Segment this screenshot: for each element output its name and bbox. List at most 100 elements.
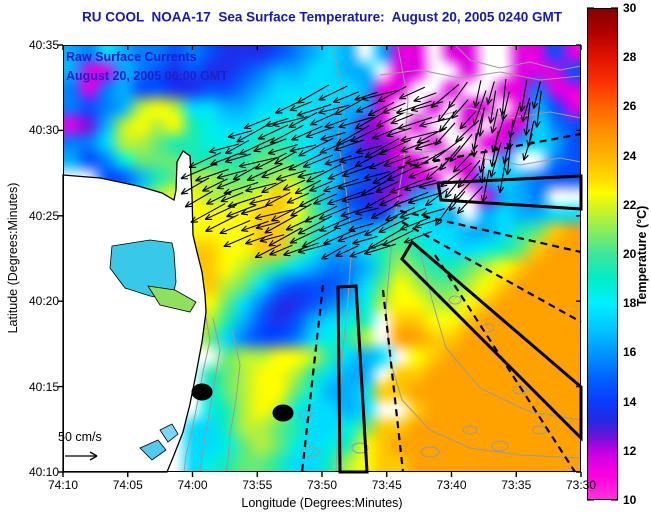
current-vector — [224, 153, 252, 163]
current-vector — [253, 138, 287, 152]
current-vector — [403, 230, 433, 244]
current-vector — [272, 116, 308, 126]
current-vector — [318, 206, 350, 220]
x-tick-label: 73:50 — [306, 478, 338, 492]
contour-line — [391, 107, 582, 119]
current-vector — [523, 133, 533, 161]
contour-line — [199, 317, 221, 473]
current-vector — [396, 100, 432, 114]
contour-line — [419, 249, 582, 421]
current-vector — [333, 217, 363, 229]
current-vector — [487, 81, 495, 105]
chart-title: RU COOL NOAA-17 Sea Surface Temperature:… — [82, 9, 562, 25]
current-vector — [473, 90, 487, 126]
annotation-currents-line2: August 20, 2005 06:00 GMT — [66, 69, 228, 83]
current-vector — [352, 235, 378, 245]
station-dot — [272, 404, 294, 422]
current-vector — [223, 181, 259, 195]
current-vector — [188, 152, 222, 168]
current-vector — [455, 123, 475, 143]
current-vector — [264, 214, 298, 234]
current-vector — [210, 152, 240, 166]
current-vector — [245, 233, 273, 245]
current-vector — [195, 168, 229, 182]
bay-water-patch — [159, 423, 179, 443]
current-vector — [365, 193, 391, 209]
current-vector — [289, 100, 313, 112]
current-vector — [481, 159, 485, 183]
current-vector — [355, 144, 383, 154]
current-vector — [334, 100, 360, 116]
current-vector — [249, 195, 281, 205]
x-tick-label: 74:10 — [47, 478, 79, 492]
current-vector — [438, 109, 458, 133]
current-vector — [255, 221, 281, 229]
current-vector — [265, 191, 291, 207]
x-tick-label: 73:35 — [501, 478, 532, 492]
current-vector — [298, 192, 326, 208]
current-vector — [425, 187, 449, 207]
current-vector — [321, 244, 347, 260]
current-vector — [208, 143, 240, 153]
bathymetry-contours — [183, 44, 582, 473]
current-vector — [408, 165, 438, 179]
current-vector — [367, 101, 395, 117]
station-dot — [191, 383, 213, 401]
current-scale-label: 50 cm/s — [58, 430, 102, 444]
current-vector — [449, 134, 473, 162]
y-axis-label: Latitude (Degrees:Minutes) — [6, 182, 20, 334]
current-vector — [318, 104, 350, 114]
current-vector — [425, 161, 447, 181]
current-vector — [501, 79, 507, 115]
current-vector — [241, 220, 269, 232]
current-vector — [302, 154, 334, 168]
current-vector — [363, 170, 391, 180]
current-vector — [227, 130, 253, 138]
current-vector — [364, 216, 398, 236]
current-vector — [202, 178, 228, 192]
current-vector — [338, 116, 374, 128]
current-vector — [414, 149, 446, 169]
current-vector — [474, 80, 482, 108]
current-vector — [319, 138, 353, 154]
current-vector — [419, 117, 451, 127]
current-vector — [268, 227, 302, 247]
current-vector — [224, 139, 250, 155]
current-vector — [492, 119, 504, 153]
current-vector — [416, 126, 448, 144]
x-tick-label: 73:30 — [565, 478, 597, 492]
land-coastline — [62, 150, 207, 473]
current-vector — [309, 112, 337, 126]
current-vector — [223, 233, 255, 247]
current-vector — [354, 149, 388, 167]
y-tick-label: 40:15 — [28, 379, 59, 394]
current-vector — [479, 149, 487, 173]
current-vector — [525, 102, 531, 136]
x-tick-label: 74:05 — [112, 478, 143, 492]
contour-loop — [300, 446, 320, 458]
current-vector — [271, 204, 303, 222]
colorbar-tick-label: 18 — [623, 296, 637, 311]
dashed-ray — [399, 209, 582, 254]
current-vector — [296, 103, 332, 117]
current-vector — [386, 127, 412, 137]
current-vector — [290, 203, 312, 217]
current-vector — [297, 170, 325, 178]
current-vector — [397, 116, 433, 130]
current-vector — [180, 162, 218, 180]
current-vector — [261, 164, 295, 178]
current-vector — [398, 86, 426, 100]
current-vector — [243, 117, 271, 129]
y-tick-label: 40:25 — [28, 208, 59, 223]
current-vector — [399, 217, 429, 231]
current-vector — [297, 215, 333, 235]
x-tick-label: 73:55 — [242, 478, 273, 492]
current-vector — [204, 204, 238, 220]
current-vector — [375, 181, 399, 193]
current-vector — [227, 194, 263, 208]
y-tick-label: 40:20 — [28, 294, 59, 309]
colorbar-border — [587, 8, 618, 500]
current-vector — [499, 157, 507, 193]
current-vector — [408, 192, 440, 204]
current-vector — [390, 113, 414, 125]
